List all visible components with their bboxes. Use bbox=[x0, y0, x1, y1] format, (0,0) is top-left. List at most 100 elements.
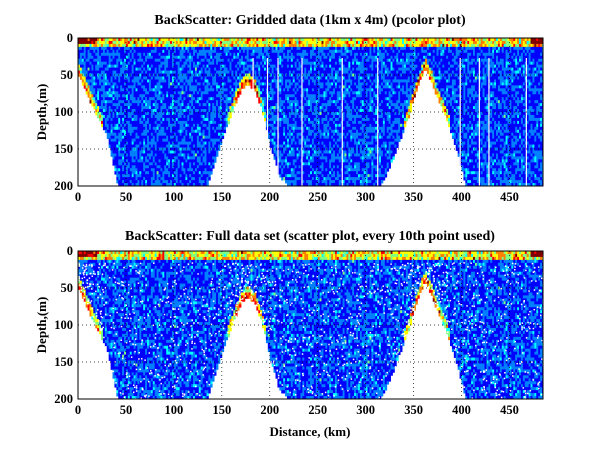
heatmap-cell bbox=[152, 82, 156, 86]
heatmap-cell bbox=[306, 135, 309, 140]
heatmap-cell bbox=[279, 91, 282, 95]
heatmap-cell bbox=[264, 91, 267, 95]
heatmap-cell bbox=[308, 58, 311, 63]
heatmap-cell bbox=[217, 97, 221, 101]
heatmap-cell bbox=[83, 58, 87, 63]
heatmap-cell bbox=[148, 106, 152, 110]
heatmap-cell bbox=[250, 73, 253, 77]
heatmap-cell bbox=[143, 135, 146, 140]
heatmap-cell bbox=[258, 46, 261, 51]
heatmap-cell bbox=[294, 106, 297, 110]
heatmap-cell bbox=[91, 46, 94, 51]
heatmap-cell bbox=[110, 132, 113, 137]
heatmap-cell bbox=[256, 46, 259, 51]
heatmap-cell bbox=[200, 88, 204, 92]
heatmap-cell bbox=[122, 156, 125, 160]
heatmap-cell bbox=[106, 61, 110, 66]
heatmap-cell bbox=[116, 61, 119, 66]
heatmap-cell bbox=[304, 64, 307, 68]
heatmap-cell bbox=[235, 58, 238, 63]
heatmap-cell bbox=[202, 46, 205, 51]
heatmap-cell bbox=[173, 38, 177, 42]
heatmap-cell bbox=[152, 112, 156, 116]
heatmap-cell bbox=[175, 135, 179, 140]
heatmap-cell bbox=[177, 38, 181, 42]
heatmap-cell bbox=[240, 49, 244, 54]
heatmap-cell bbox=[239, 88, 242, 92]
heatmap-cell bbox=[116, 58, 119, 63]
heatmap-cell bbox=[271, 138, 274, 142]
heatmap-cell bbox=[227, 112, 230, 116]
heatmap-cell bbox=[239, 40, 242, 45]
heatmap-cell bbox=[200, 46, 204, 51]
heatmap-cell bbox=[198, 112, 202, 116]
heatmap-cell bbox=[152, 129, 156, 134]
heatmap-cell bbox=[279, 147, 282, 151]
heatmap-cell bbox=[221, 61, 225, 66]
heatmap-cell bbox=[231, 73, 234, 77]
heatmap-cell bbox=[141, 159, 144, 163]
heatmap-cell bbox=[170, 52, 173, 57]
heatmap-cell bbox=[292, 114, 296, 119]
heatmap-cell bbox=[217, 114, 221, 119]
heatmap-cell bbox=[81, 55, 85, 60]
heatmap-cell bbox=[292, 106, 296, 110]
heatmap-cell bbox=[131, 174, 135, 178]
heatmap-cell bbox=[173, 144, 177, 148]
heatmap-cell bbox=[158, 150, 161, 154]
heatmap-cell bbox=[125, 183, 129, 186]
heatmap-cell bbox=[175, 76, 179, 80]
heatmap-cell bbox=[223, 64, 227, 68]
heatmap-cell bbox=[131, 144, 135, 148]
heatmap-cell bbox=[296, 67, 299, 71]
heatmap-cell bbox=[313, 67, 317, 71]
heatmap-cell bbox=[212, 132, 215, 137]
heatmap-cell bbox=[264, 73, 267, 77]
heatmap-cell bbox=[256, 79, 259, 83]
heatmap-cell bbox=[148, 165, 152, 169]
heatmap-cell bbox=[298, 40, 301, 45]
heatmap-cell bbox=[279, 156, 282, 160]
heatmap-cell bbox=[166, 73, 169, 77]
heatmap-cell bbox=[133, 70, 136, 74]
heatmap-cell bbox=[189, 123, 192, 128]
heatmap-cell bbox=[219, 106, 223, 110]
heatmap-cell bbox=[191, 64, 194, 68]
heatmap-cell bbox=[214, 40, 217, 45]
heatmap-cell bbox=[237, 46, 240, 51]
heatmap-cell bbox=[175, 55, 179, 60]
heatmap-cell bbox=[175, 159, 179, 163]
heatmap-cell bbox=[173, 64, 177, 68]
heatmap-cell bbox=[91, 58, 94, 63]
heatmap-cell bbox=[168, 174, 171, 178]
heatmap-cell bbox=[212, 144, 215, 148]
heatmap-cell bbox=[212, 58, 215, 63]
heatmap-cell bbox=[135, 103, 138, 107]
heatmap-cell bbox=[304, 46, 307, 51]
heatmap-cell bbox=[283, 82, 286, 86]
heatmap-cell bbox=[302, 58, 305, 63]
heatmap-cell bbox=[135, 132, 138, 137]
heatmap-cell bbox=[279, 97, 282, 101]
heatmap-cell bbox=[304, 103, 307, 107]
heatmap-cell bbox=[170, 147, 173, 151]
heatmap-cell bbox=[139, 106, 142, 110]
heatmap-cell bbox=[85, 64, 88, 68]
heatmap-cell bbox=[95, 97, 98, 101]
heatmap-cell bbox=[216, 88, 219, 92]
heatmap-cell bbox=[158, 91, 161, 95]
heatmap-cell bbox=[204, 97, 207, 101]
heatmap-cell bbox=[148, 177, 152, 181]
heatmap-cell bbox=[217, 112, 221, 116]
heatmap-cell bbox=[158, 126, 161, 131]
heatmap-cell bbox=[183, 126, 186, 131]
heatmap-cell bbox=[256, 40, 259, 45]
heatmap-cell bbox=[189, 58, 192, 63]
heatmap-cell bbox=[290, 82, 294, 86]
heatmap-cell bbox=[147, 126, 150, 131]
heatmap-cell bbox=[254, 82, 257, 86]
heatmap-cell bbox=[179, 144, 182, 148]
heatmap-cell bbox=[185, 40, 188, 45]
heatmap-cell bbox=[315, 61, 319, 66]
heatmap-cell bbox=[237, 43, 240, 48]
